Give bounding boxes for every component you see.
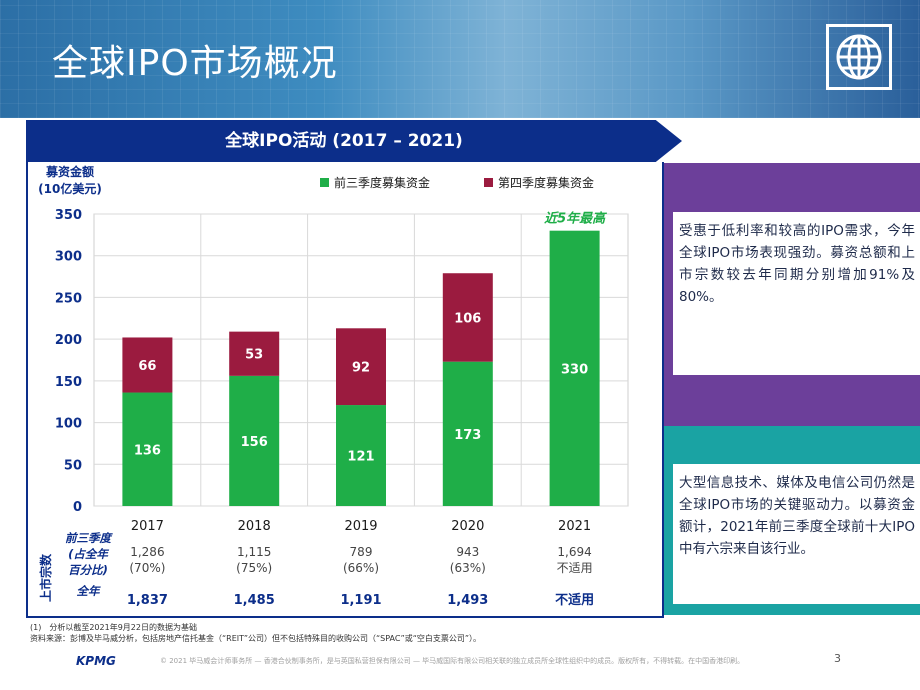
table-row2-cell: 1,191 <box>340 593 381 608</box>
legend-label: 前三季度募集资金 <box>334 175 430 190</box>
bar-data-label: 53 <box>245 348 263 363</box>
bar-segment <box>229 331 280 376</box>
kpmg-logo: KPMG <box>76 654 116 668</box>
purple-panel: 受惠于低利率和较高的IPO需求，今年全球IPO市场表现强劲。募资总额和上市宗数较… <box>664 163 920 426</box>
x-tick-label: 2018 <box>238 519 271 534</box>
y-tick-label: 50 <box>64 458 82 473</box>
x-tick-label: 2019 <box>344 519 377 534</box>
table-side-label: 上市宗数 <box>38 553 53 602</box>
chart-annotation: 近5年最高 <box>544 211 607 227</box>
purple-panel-text: 受惠于低利率和较高的IPO需求，今年全球IPO市场表现强劲。募资总额和上市宗数较… <box>679 223 915 305</box>
chart-title: 全球IPO活动 (2017 – 2021) <box>225 131 463 151</box>
purple-panel-body: 受惠于低利率和较高的IPO需求，今年全球IPO市场表现强劲。募资总额和上市宗数较… <box>673 212 920 375</box>
legend-swatch <box>320 178 329 187</box>
header-texture <box>0 0 920 118</box>
table-row2-cell: 1,485 <box>234 593 275 608</box>
bar-data-label: 106 <box>454 311 481 326</box>
table-row2-cell: 不适用 <box>555 592 594 608</box>
chart-title-banner <box>26 120 682 162</box>
table-row1-cell: 789 (66%) <box>343 545 379 575</box>
legend-label: 第四季度募集资金 <box>498 175 594 190</box>
bar-segment <box>229 375 280 506</box>
page-title: 全球IPO市场概况 <box>52 43 338 84</box>
teal-panel-body: 大型信息技术、媒体及电信公司仍然是全球IPO市场的关键驱动力。以募资金额计，20… <box>673 464 920 604</box>
table-row1-cell: 1,115 (75%) <box>236 545 272 575</box>
y-tick-label: 350 <box>55 208 82 223</box>
globe-icon <box>826 24 892 90</box>
footnote-source: 资料来源：彭博及毕马威分析，包括房地产信托基金（“REIT”公司）但不包括特殊目… <box>30 634 482 643</box>
bar-segment <box>122 392 173 506</box>
table-row1-cell: 1,694 不适用 <box>557 545 593 575</box>
y-axis-unit: (10亿美元) <box>38 181 102 196</box>
table-row1-cell: 1,286 (70%) <box>129 545 165 575</box>
bar-segment <box>122 337 173 393</box>
bar-segment <box>442 273 493 362</box>
bar-segment <box>336 405 386 506</box>
x-tick-label: 2017 <box>131 519 164 534</box>
y-tick-label: 250 <box>55 291 82 306</box>
y-tick-label: 150 <box>55 375 82 390</box>
y-tick-label: 0 <box>73 500 82 515</box>
table-row2-cell: 1,837 <box>127 593 168 608</box>
y-axis-label: 募资金额 <box>45 164 94 179</box>
header-banner: 全球IPO市场概况 <box>0 0 920 118</box>
bar-data-label: 136 <box>134 443 161 458</box>
bar-data-label: 173 <box>454 428 481 443</box>
teal-panel-text: 大型信息技术、媒体及电信公司仍然是全球IPO市场的关键驱动力。以募资金额计，20… <box>679 475 915 557</box>
bar-segment <box>442 361 493 506</box>
y-tick-label: 300 <box>55 250 82 265</box>
footer: KPMG © 2021 毕马威会计师事务所 — 香港合伙制事务所，是与英国私营担… <box>0 644 920 690</box>
table-row2-label: 全年 <box>77 584 101 598</box>
bar-data-label: 121 <box>347 450 374 465</box>
ipo-chart: 0 50 100 150 200 250 300 350 募资金额 (10亿美元) 前三季度募集资金… <box>38 164 629 608</box>
y-tick-label: 100 <box>55 417 82 432</box>
table-row1-cell: 943 (63%) <box>450 545 486 575</box>
page-number: 3 <box>834 652 841 665</box>
bar-data-label: 66 <box>138 359 156 374</box>
table-row1-label: 前三季度(占全年百分比) <box>65 531 113 577</box>
teal-panel: 大型信息技术、媒体及电信公司仍然是全球IPO市场的关键驱动力。以募资金额计，20… <box>664 426 920 615</box>
legend-swatch <box>484 178 493 187</box>
bar-segment <box>336 328 386 406</box>
bar-data-label: 92 <box>352 361 370 376</box>
table-row2-cell: 1,493 <box>447 593 488 608</box>
legal-text: © 2021 毕马威会计师事务所 — 香港合伙制事务所，是与英国私营担保有限公司… <box>160 657 745 665</box>
y-tick-label: 200 <box>55 333 82 348</box>
x-tick-label: 2020 <box>451 519 484 534</box>
x-tick-label: 2021 <box>558 519 591 534</box>
bar-data-label: 156 <box>241 435 268 450</box>
chart-frame: 0 50 100 150 200 250 300 350 募资金额 (10亿美元) 前三季度募集资金… <box>26 162 664 618</box>
bar-data-label: 330 <box>561 362 588 377</box>
footnote-1: (1) 分析以截至2021年9月22日的数据为基础 <box>30 623 197 632</box>
bar-segment <box>549 230 600 506</box>
